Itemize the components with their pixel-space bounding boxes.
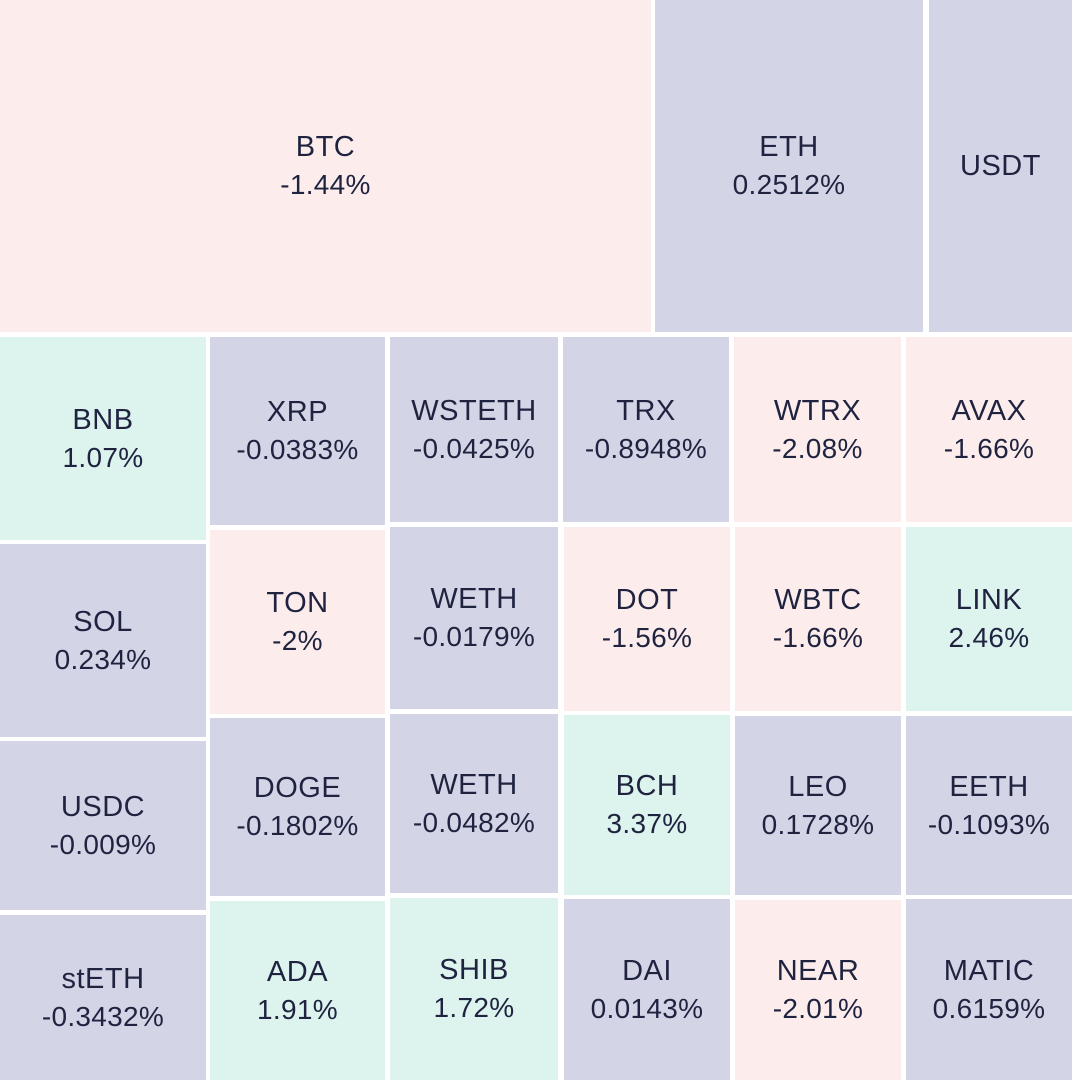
tile-symbol: WBTC <box>774 584 862 616</box>
tile-change: 0.1728% <box>761 808 875 840</box>
tile-wtrx-7[interactable]: WTRX -2.08% <box>734 337 901 522</box>
tile-change: -0.0383% <box>236 434 359 465</box>
tile-symbol: LEO <box>788 770 848 803</box>
tile-symbol: MATIC <box>943 954 1035 987</box>
tile-symbol: BTC <box>295 131 356 163</box>
tile-symbol: WETH <box>430 768 518 801</box>
tile-change: 0.6159% <box>932 992 1046 1024</box>
tile-change: -0.1093% <box>927 808 1051 840</box>
tile-doge-16[interactable]: DOGE -0.1802% <box>210 718 385 896</box>
tile-symbol: BNB <box>72 403 134 436</box>
tile-symbol: USDT <box>960 150 1041 182</box>
tile-change: 0.0143% <box>590 992 704 1024</box>
tile-eth-1[interactable]: ETH 0.2512% <box>655 0 923 332</box>
tile-change: -0.1802% <box>236 810 359 841</box>
tile-change: -0.0482% <box>412 806 536 838</box>
tile-symbol: BCH <box>615 770 679 802</box>
tile-symbol: DOGE <box>253 772 342 804</box>
tile-weth-17[interactable]: WETH -0.0482% <box>390 714 558 893</box>
tile-symbol: WTRX <box>773 394 862 427</box>
tile-change: -0.0425% <box>412 432 536 464</box>
tile-change: -2% <box>272 625 323 656</box>
tile-avax-8[interactable]: AVAX -1.66% <box>906 337 1072 522</box>
tile-symbol: ETH <box>759 131 819 163</box>
tile-bnb-3[interactable]: BNB 1.07% <box>0 337 206 540</box>
tile-shib-23[interactable]: SHIB 1.72% <box>390 898 558 1080</box>
tile-symbol: AVAX <box>951 394 1027 427</box>
tile-symbol: TRX <box>616 394 676 427</box>
tile-change: -2.08% <box>772 432 863 464</box>
tile-change: -0.3432% <box>41 1000 165 1032</box>
tile-symbol: XRP <box>266 396 329 428</box>
tile-bch-18[interactable]: BCH 3.37% <box>564 715 730 895</box>
tile-symbol: TON <box>266 587 329 619</box>
tile-leo-19[interactable]: LEO 0.1728% <box>735 716 901 895</box>
tile-wbtc-13[interactable]: WBTC -1.66% <box>735 527 901 711</box>
tile-change: 1.91% <box>257 993 338 1025</box>
tile-usdc-15[interactable]: USDC -0.009% <box>0 741 206 910</box>
tile-trx-6[interactable]: TRX -0.8948% <box>563 337 729 522</box>
tile-eeth-20[interactable]: EETH -0.1093% <box>906 716 1072 895</box>
tile-symbol: EETH <box>949 770 1029 803</box>
tile-symbol: SOL <box>73 605 133 638</box>
tile-symbol: NEAR <box>776 955 860 987</box>
tile-xrp-4[interactable]: XRP -0.0383% <box>210 337 385 525</box>
tile-change: 1.72% <box>433 992 515 1023</box>
tile-symbol: USDC <box>60 790 146 823</box>
tile-weth-11[interactable]: WETH -0.0179% <box>390 527 558 709</box>
tile-change: -0.0179% <box>412 621 536 652</box>
tile-matic-26[interactable]: MATIC 0.6159% <box>906 899 1072 1080</box>
tile-ada-22[interactable]: ADA 1.91% <box>210 901 385 1080</box>
tile-symbol: WSTETH <box>411 394 537 427</box>
tile-symbol: DAI <box>622 954 672 987</box>
tile-change: 1.07% <box>62 441 144 473</box>
tile-near-25[interactable]: NEAR -2.01% <box>735 900 901 1080</box>
tile-change: 2.46% <box>948 622 1030 653</box>
tile-change: 0.2512% <box>732 169 846 200</box>
tile-change: -1.66% <box>772 622 864 653</box>
tile-usdt-2[interactable]: USDT <box>929 0 1072 332</box>
tile-ton-10[interactable]: TON -2% <box>210 530 385 714</box>
tile-symbol: LINK <box>955 584 1023 616</box>
tile-change: 3.37% <box>606 808 688 839</box>
tile-change: -1.66% <box>943 432 1035 464</box>
tile-change: -0.8948% <box>584 432 708 464</box>
tile-change: -2.01% <box>772 993 864 1024</box>
tile-change: 0.234% <box>54 643 152 675</box>
tile-sol-9[interactable]: SOL 0.234% <box>0 544 206 737</box>
tile-steth-21[interactable]: stETH -0.3432% <box>0 915 206 1080</box>
tile-symbol: ADA <box>266 955 329 988</box>
tile-btc-0[interactable]: BTC -1.44% <box>0 0 651 332</box>
tile-symbol: DOT <box>615 584 679 616</box>
tile-symbol: SHIB <box>439 954 509 986</box>
tile-change: -1.44% <box>280 169 371 200</box>
tile-symbol: WETH <box>430 583 518 615</box>
tile-wsteth-5[interactable]: WSTETH -0.0425% <box>390 337 558 522</box>
tile-symbol: stETH <box>61 962 145 995</box>
tile-change: -0.009% <box>49 828 157 860</box>
tile-change: -1.56% <box>601 622 693 653</box>
tile-dai-24[interactable]: DAI 0.0143% <box>564 899 730 1080</box>
tile-dot-12[interactable]: DOT -1.56% <box>564 527 730 711</box>
tile-link-14[interactable]: LINK 2.46% <box>906 527 1072 711</box>
